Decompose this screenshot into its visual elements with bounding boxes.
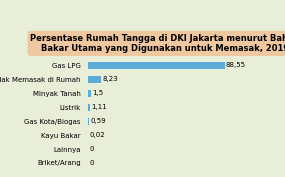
Bar — [88, 76, 101, 83]
Bar — [88, 104, 90, 111]
Text: 0: 0 — [89, 160, 94, 166]
Text: 1,11: 1,11 — [91, 104, 107, 110]
Bar — [88, 118, 89, 125]
Text: 88,55: 88,55 — [226, 62, 246, 68]
Bar — [88, 90, 91, 97]
Text: 0,02: 0,02 — [89, 132, 105, 138]
Text: 8,23: 8,23 — [102, 76, 118, 82]
Bar — [88, 62, 225, 69]
Text: 0,59: 0,59 — [91, 118, 106, 124]
Text: 1,5: 1,5 — [92, 90, 103, 96]
Title: Persentase Rumah Tangga di DKI Jakarta menurut Bahan
Bakar Utama yang Digunakan : Persentase Rumah Tangga di DKI Jakarta m… — [30, 34, 285, 53]
Text: 0: 0 — [89, 146, 94, 152]
